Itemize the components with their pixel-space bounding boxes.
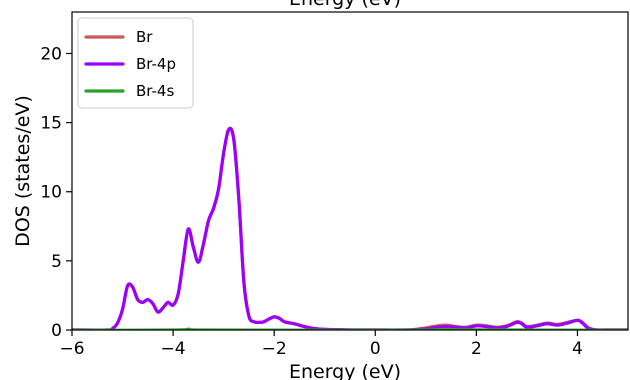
y-tick-label: 10 bbox=[40, 183, 62, 203]
y-tick-label: 5 bbox=[51, 252, 62, 272]
x-axis-label: Energy (eV) bbox=[289, 361, 401, 380]
y-axis-ticks: 0 5 10 15 20 bbox=[40, 44, 72, 341]
series-layer bbox=[72, 126, 628, 330]
y-tick-label: 20 bbox=[40, 44, 62, 64]
x-tick-label: −2 bbox=[262, 339, 287, 359]
x-axis-ticks: −6 −4 −2 0 2 4 bbox=[59, 330, 583, 359]
x-tick-label: 0 bbox=[370, 339, 381, 359]
legend: Br Br-4p Br-4s bbox=[77, 17, 194, 109]
y-tick-label: 0 bbox=[51, 321, 62, 341]
legend-label-br-4p: Br-4p bbox=[136, 55, 176, 73]
x-tick-label: 2 bbox=[471, 339, 482, 359]
top-clipped-label: Energy (eV) bbox=[289, 0, 401, 10]
x-tick-label: −6 bbox=[59, 339, 84, 359]
legend-box bbox=[77, 17, 194, 109]
plot-frame bbox=[71, 11, 629, 331]
series-line-br-4p bbox=[72, 126, 628, 330]
legend-label-br: Br bbox=[136, 28, 153, 46]
x-tick-label: −4 bbox=[161, 339, 186, 359]
legend-label-br-4s: Br-4s bbox=[136, 82, 174, 100]
y-axis-label: DOS (states/eV) bbox=[12, 95, 34, 247]
series-line-br bbox=[72, 126, 628, 330]
y-tick-label: 15 bbox=[40, 114, 62, 134]
x-tick-label: 4 bbox=[572, 339, 583, 359]
